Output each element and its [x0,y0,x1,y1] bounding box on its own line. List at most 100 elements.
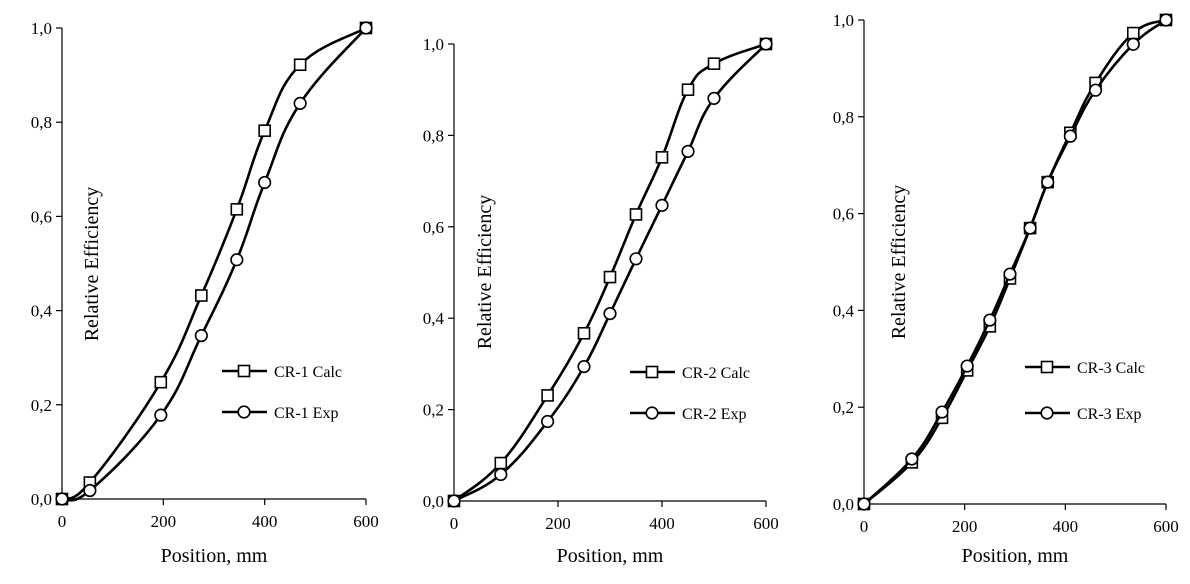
data-point-circle [494,467,508,482]
series-line-circle [453,43,767,503]
data-point-circle [960,359,974,373]
y-tick-label: 1,0 [31,19,52,38]
legend-marker-circle [1040,406,1054,420]
legend-marker-square [237,364,251,378]
y-tick-label: 0,4 [833,301,855,320]
x-tick-label: 400 [252,512,278,531]
data-point-square [1126,26,1140,40]
legend-label: CR-3 Calc [1077,360,1145,377]
data-point-circle [983,313,997,327]
x-tick-label: 400 [1053,517,1079,536]
data-point-square [603,270,617,284]
data-point-square [707,57,721,70]
data-point-circle [935,405,949,419]
x-tick-label: 200 [545,514,571,533]
y-tick-label: 0,8 [423,126,444,145]
data-point-square [655,151,669,164]
x-axis-title: Position, mm [962,545,1069,567]
chart-panel-2: 0 200 400 600 0,0 0,2 0,4 0,6 0,8 1,0 Position, mm… [423,35,779,567]
legend-label: CR-1 Exp [274,405,338,422]
data-point-circle [83,483,97,498]
y-tick-label: 0,6 [31,207,52,226]
x-tick-label: 400 [649,514,675,533]
data-point-square [258,124,271,137]
legend-marker-square [1040,360,1054,374]
data-point-circle [1023,221,1037,235]
chart-panel-3: 0 200 400 600 0,0 0,2 0,4 0,6 0,8 1,0 Position, mm… [833,11,1179,567]
y-tick-label: 0,6 [833,205,854,224]
data-point-circle [55,492,69,506]
data-point-circle [1159,13,1173,27]
data-point-circle [629,252,643,266]
y-tick-label: 0,0 [423,492,444,511]
x-tick-label: 600 [753,514,779,533]
y-tick-label: 0,0 [31,490,52,509]
x-tick-label: 600 [1153,517,1179,536]
data-point-circle [1063,129,1077,143]
data-point-circle [655,198,669,212]
data-point-circle [194,328,208,343]
legend-label: CR-2 Exp [682,406,746,423]
data-point-circle [603,307,617,321]
y-axis-title: Relative Efficiency [81,187,103,342]
data-point-circle [707,91,721,105]
data-point-square [541,389,554,402]
legend-label: CR-1 Calc [274,364,342,381]
series-line-square [453,42,767,503]
legend-marker-circle [645,406,659,420]
data-point-circle [154,408,168,422]
data-point-square [494,456,508,470]
x-tick-label: 0 [450,514,459,533]
data-point-circle [759,37,773,51]
data-point-circle [577,360,591,374]
chart-panel-1: 0 200 400 600 0,0 0,2 0,4 0,6 0,8 1,0 Position, mm… [31,19,379,567]
data-point-circle [857,497,871,511]
data-point-circle [293,96,307,110]
y-tick-label: 0,2 [833,398,854,417]
y-tick-label: 0,6 [423,218,444,237]
data-point-circle [258,175,272,190]
y-tick-label: 1,0 [833,11,854,30]
x-tick-label: 0 [860,517,869,536]
data-point-square [629,208,643,221]
data-point-circle [230,253,244,267]
series-line-square [61,26,367,501]
x-tick-label: 0 [58,512,67,531]
data-point-circle [359,21,373,35]
data-point-circle [540,414,555,429]
data-point-circle [1088,83,1103,97]
y-axis-title: Relative Efficiency [474,195,496,350]
data-point-circle [905,452,919,466]
data-point-square [154,375,168,389]
data-point-square [577,326,591,340]
x-tick-label: 600 [353,512,379,531]
data-point-circle [1126,37,1140,51]
data-point-square [230,203,244,216]
y-tick-label: 1,0 [423,35,444,54]
x-axis-title: Position, mm [557,545,664,567]
data-point-circle [1041,175,1055,189]
y-tick-label: 0,2 [423,401,444,420]
legend-marker-circle [237,405,251,419]
data-point-circle [447,494,461,508]
legend-marker-square [645,365,659,379]
data-point-square [293,58,307,72]
legend-label: CR-2 Calc [682,365,750,382]
y-tick-label: 0,8 [31,113,52,132]
data-point-square [681,83,695,96]
y-tick-label: 0,4 [423,309,445,328]
y-tick-label: 0,2 [31,396,52,415]
data-point-circle [1003,267,1017,281]
data-point-circle [681,144,695,158]
y-axis-title: Relative Efficiency [888,185,910,340]
x-axis-title: Position, mm [161,545,268,567]
x-tick-label: 200 [151,512,177,531]
y-tick-label: 0,0 [833,495,854,514]
data-point-square [195,289,208,302]
legend-label: CR-3 Exp [1077,406,1141,423]
y-tick-label: 0,4 [31,302,53,321]
y-tick-label: 0,8 [833,108,854,127]
x-tick-label: 200 [952,517,978,536]
